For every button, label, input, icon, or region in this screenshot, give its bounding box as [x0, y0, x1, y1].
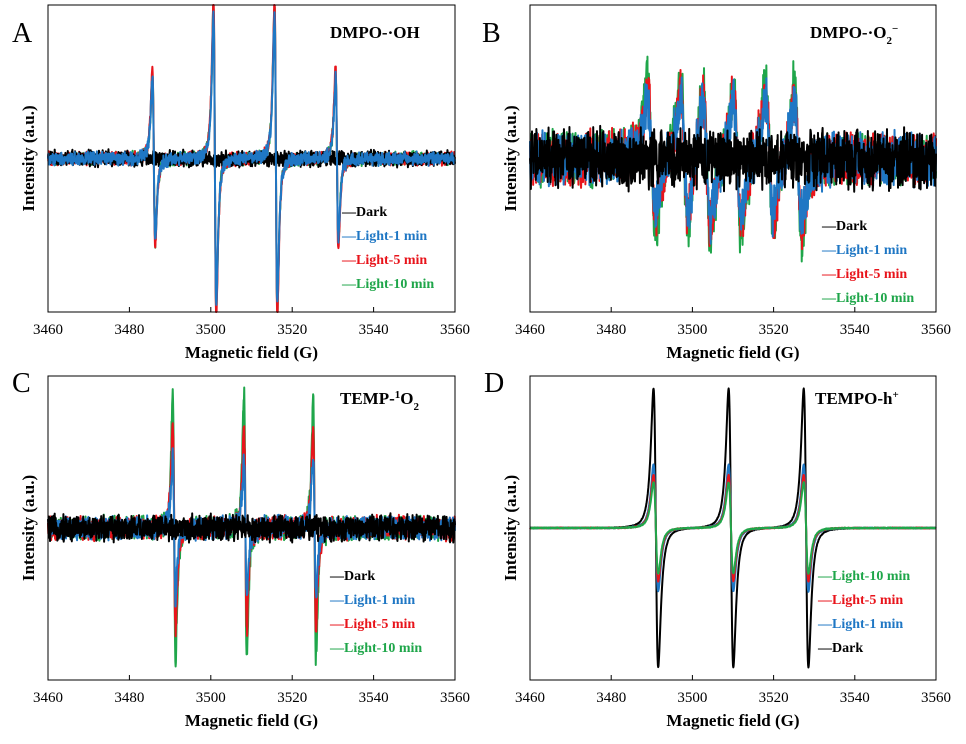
y-axis-label: Intensity (a.u.) [501, 475, 520, 581]
x-tick-label: 3560 [440, 690, 470, 706]
x-axis-label: Magnetic field (G) [666, 711, 799, 730]
x-tick-label: 3520 [277, 690, 307, 706]
x-tick-label: 3500 [677, 690, 707, 706]
legend-entry-light-10-min: —Light-10 min [821, 291, 914, 306]
plot-frame [47, 375, 456, 681]
plot-frame [47, 4, 456, 313]
x-tick-label: 3480 [114, 690, 144, 706]
legend-entry-light-1-min: —Light-1 min [821, 243, 907, 258]
x-tick-label: 3460 [33, 690, 63, 706]
x-tick-label: 3500 [196, 322, 226, 338]
x-tick-label: 3520 [759, 690, 789, 706]
legend-entry-light-5-min: —Light-5 min [817, 593, 903, 608]
x-tick-label: 3540 [840, 322, 870, 338]
y-axis-label: Intensity (a.u.) [19, 105, 38, 211]
series-line-light-1-min [47, 10, 456, 306]
legend-entry-light-1-min: —Light-1 min [329, 593, 415, 608]
panel-d: 3460 3480 3500 3520 3540 3560 Magnetic field (… [484, 368, 951, 730]
x-axis-label: Magnetic field (G) [185, 343, 318, 362]
x-tick-label: 3540 [840, 690, 870, 706]
legend-entry-dark: —Dark [821, 219, 867, 234]
series-line-dark [47, 512, 456, 544]
series-line-dark [529, 124, 937, 193]
legend-entry-light-1-min: —Light-1 min [341, 229, 427, 244]
panel-letter: B [482, 18, 501, 49]
legend-entry-light-5-min: —Light-5 min [341, 253, 427, 268]
panel-title: TEMPO-h+ [815, 389, 899, 408]
x-tick-label: 3460 [515, 690, 545, 706]
x-tick-label: 3480 [114, 322, 144, 338]
panel-letter: A [12, 18, 33, 49]
x-tick-label: 3500 [677, 322, 707, 338]
legend-entry-light-10-min: —Light-10 min [329, 641, 422, 656]
x-tick-label: 3540 [359, 690, 389, 706]
x-tick-label: 3560 [440, 322, 470, 338]
x-tick-label: 3520 [277, 322, 307, 338]
x-tick-label: 3460 [515, 322, 545, 338]
panel-a: 3460 3480 3500 3520 3540 3560 Magnetic field (… [12, 4, 470, 362]
y-axis-label: Intensity (a.u.) [19, 475, 38, 581]
panel-c: 3460 3480 3500 3520 3540 3560 Magnetic field (… [12, 368, 470, 730]
x-axis-label: Magnetic field (G) [666, 343, 799, 362]
x-axis-label: Magnetic field (G) [185, 711, 318, 730]
panel-title: TEMP-1O2 [340, 389, 420, 413]
legend-entry-light-5-min: —Light-5 min [821, 267, 907, 282]
plot-frame [529, 4, 937, 313]
series-line-light-10-min [529, 481, 937, 575]
x-tick-label: 3560 [921, 690, 951, 706]
x-tick-label: 3460 [33, 322, 63, 338]
panel-letter: D [484, 368, 504, 399]
x-tick-label: 3500 [196, 690, 226, 706]
x-tick-label: 3540 [359, 322, 389, 338]
x-tick-label: 3520 [759, 322, 789, 338]
legend-entry-dark: —Dark [341, 205, 387, 220]
panel-b: 3460 3480 3500 3520 3540 3560 Magnetic field (… [482, 4, 951, 362]
legend-entry-dark: —Dark [817, 641, 863, 656]
plot-frame [529, 375, 937, 681]
legend-entry-light-1-min: —Light-1 min [817, 617, 903, 632]
panel-title: DMPO-·O2− [810, 23, 898, 47]
panel-title: DMPO-·OH [330, 23, 420, 42]
legend-entry-dark: —Dark [329, 569, 375, 584]
legend-entry-light-10-min: —Light-10 min [817, 569, 910, 584]
x-tick-label: 3480 [596, 322, 626, 338]
x-tick-label: 3480 [596, 690, 626, 706]
legend-entry-light-5-min: —Light-5 min [329, 617, 415, 632]
x-tick-label: 3560 [921, 322, 951, 338]
legend-entry-light-10-min: —Light-10 min [341, 277, 434, 292]
panel-letter: C [12, 368, 31, 399]
y-axis-label: Intensity (a.u.) [501, 105, 520, 211]
